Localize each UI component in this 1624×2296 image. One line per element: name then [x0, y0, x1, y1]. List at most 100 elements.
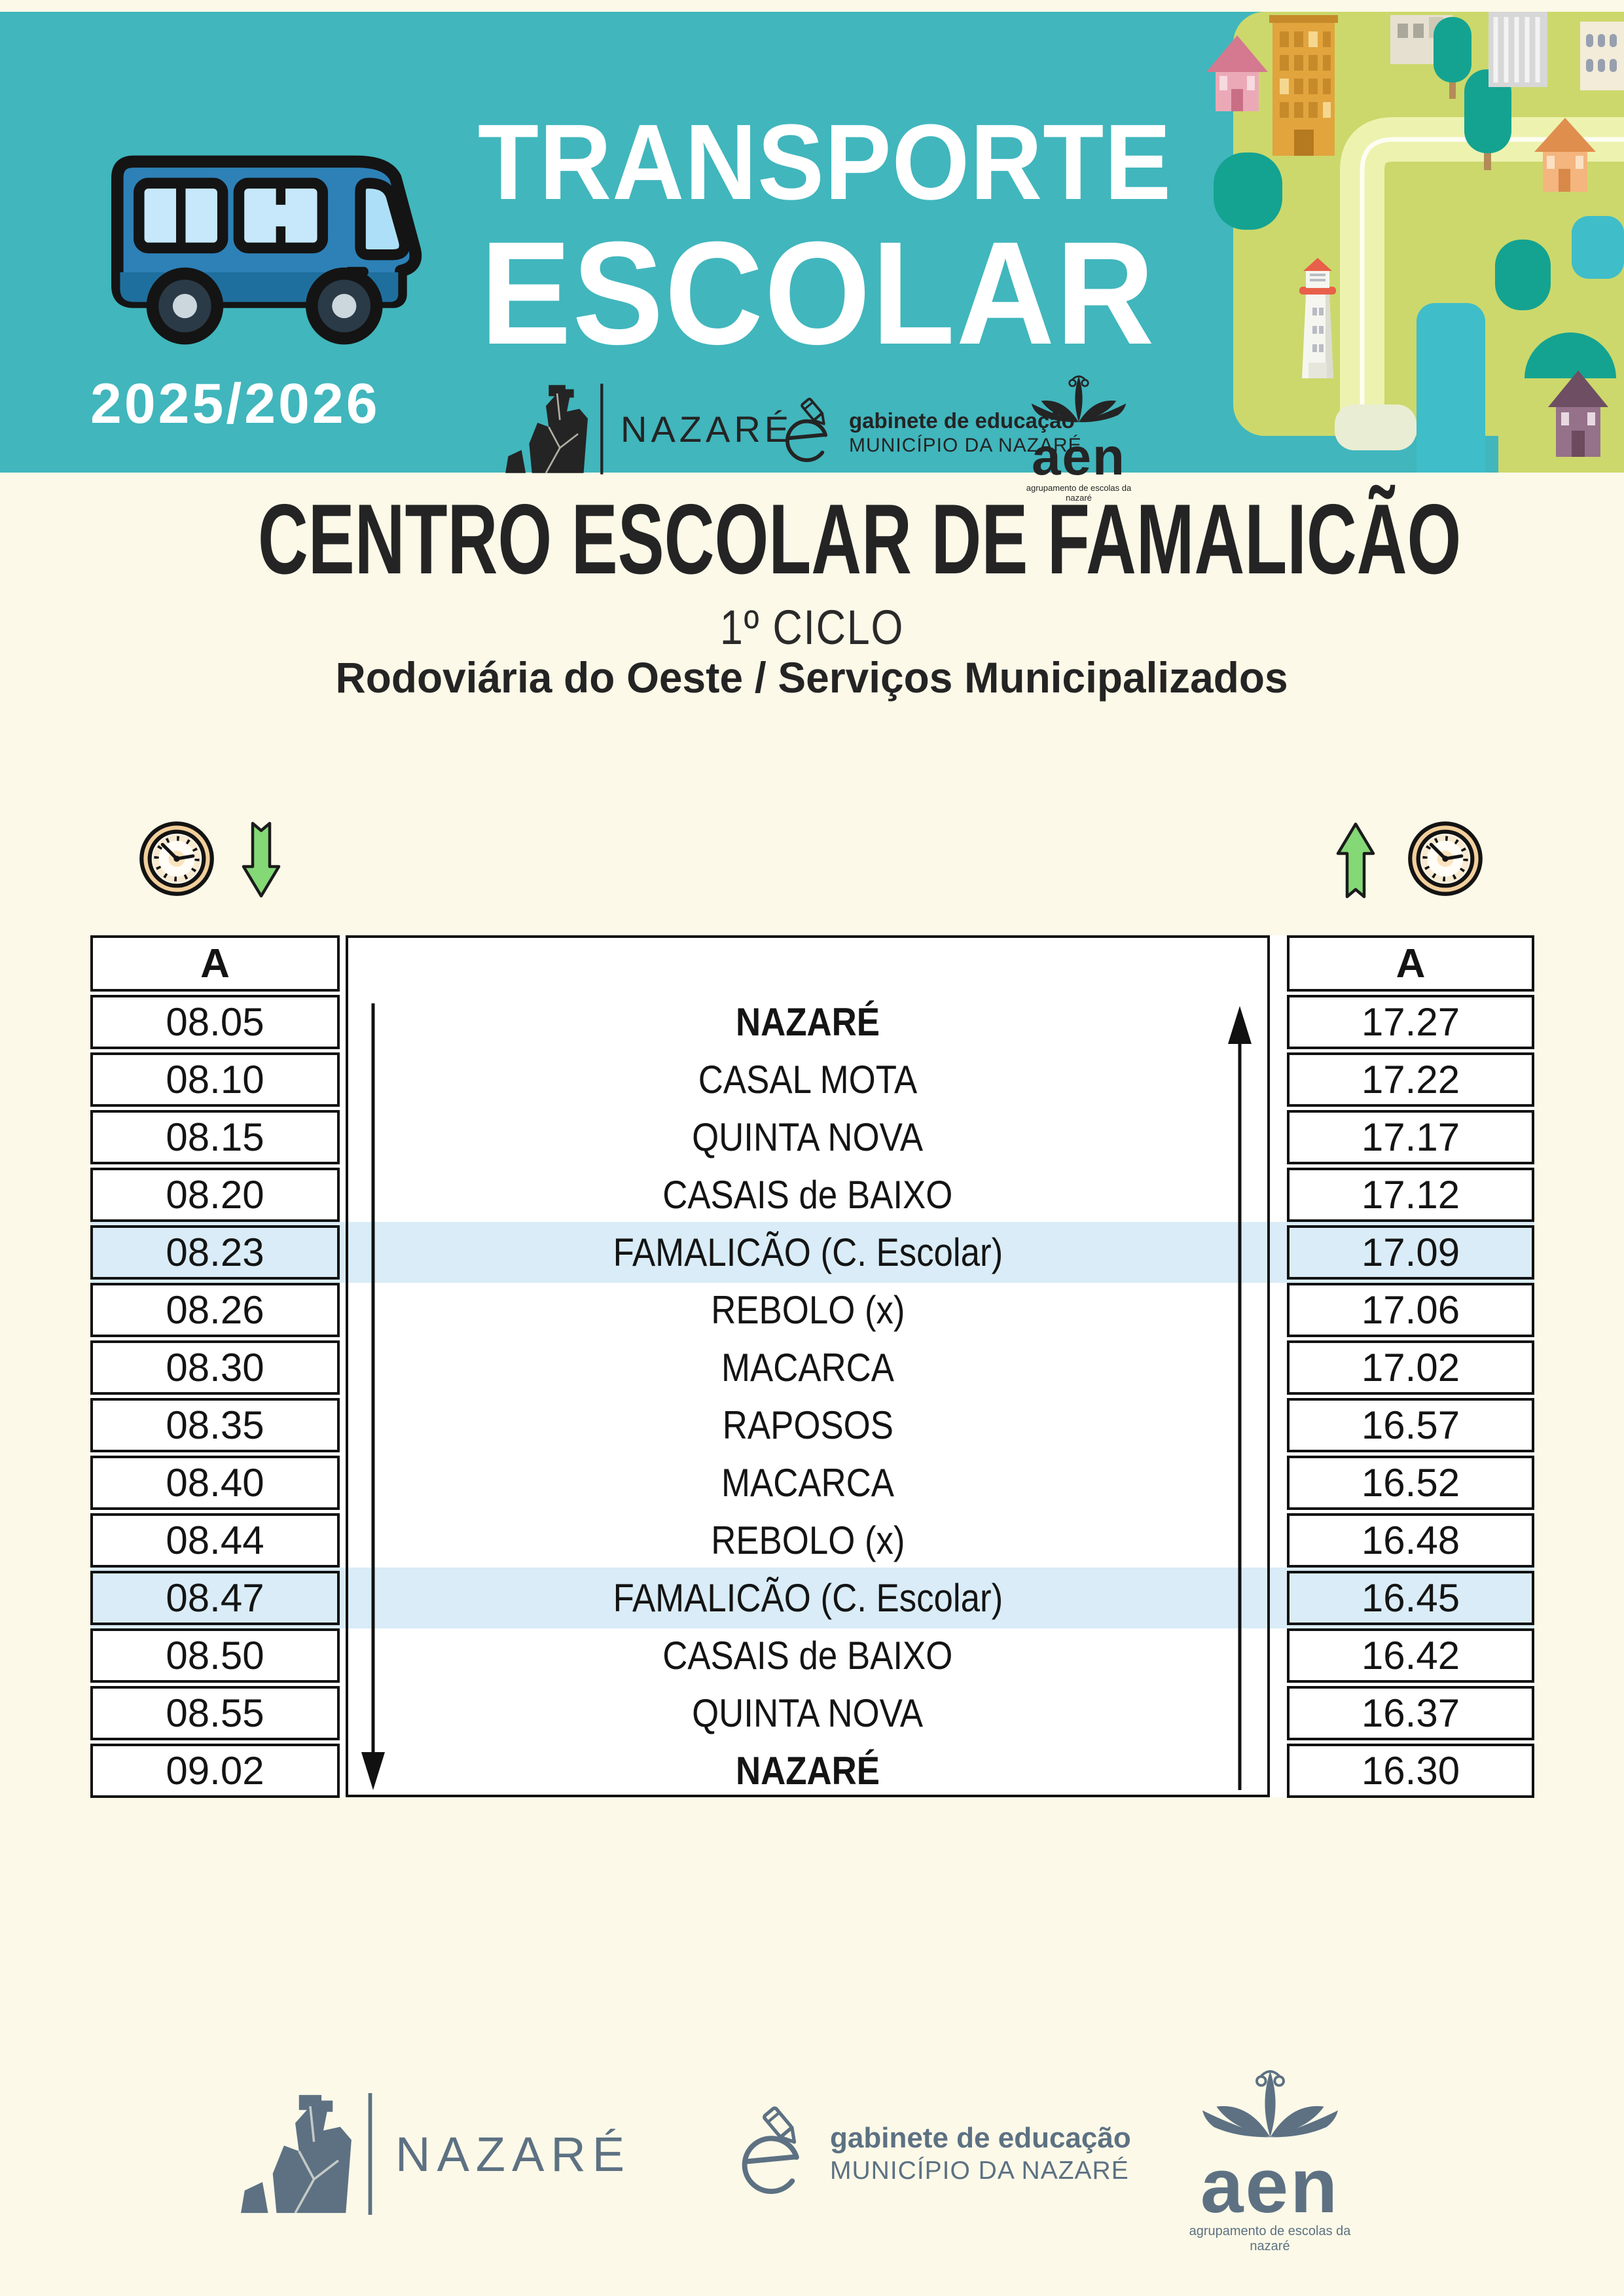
- clock-icon: [1405, 818, 1486, 899]
- evening-header-cell: A: [1287, 935, 1534, 992]
- route-arrow-up-icon: [1228, 1006, 1252, 1790]
- banner-title-line2: ESCOLAR: [480, 211, 1156, 375]
- aen-logo-text: aen: [1200, 2143, 1340, 2229]
- stop-name: MACARCA: [721, 1346, 895, 1390]
- banner-title-line1: TRANSPORTE: [477, 102, 1172, 222]
- aen-tagline: agrupamento de escolas da nazaré: [1026, 483, 1132, 503]
- aen-logo-footer: aen agrupamento de escolas da nazaré: [1172, 2067, 1368, 2254]
- stop-cell: NAZARÉ: [348, 995, 1267, 1049]
- stop-name: FAMALICÃO (C. Escolar): [613, 1576, 1003, 1620]
- stop-cell: MACARCA: [348, 1340, 1267, 1395]
- morning-time-cell: 08.26: [90, 1283, 340, 1337]
- stop-cell: CASAIS de BAIXO: [348, 1168, 1267, 1222]
- evening-time-cell: 17.17: [1287, 1110, 1534, 1164]
- evening-time-cell: 17.12: [1287, 1168, 1534, 1222]
- pencil-e-icon: [779, 391, 842, 474]
- stop-name: QUINTA NOVA: [692, 1115, 924, 1159]
- operator-subtitle: Rodoviária do Oeste / Serviços Municipal…: [335, 653, 1289, 702]
- pink-house: [1206, 35, 1268, 111]
- evening-time-cell: 17.02: [1287, 1340, 1534, 1395]
- aen-logo-text: aen: [1032, 427, 1126, 486]
- morning-time-cell: 08.44: [90, 1513, 340, 1568]
- morning-time-cell: 08.47: [90, 1571, 340, 1625]
- morning-time-cell: 08.15: [90, 1110, 340, 1164]
- evening-time-cell: 16.48: [1287, 1513, 1534, 1568]
- nazare-logo-footer: NAZARÉ: [239, 2093, 631, 2215]
- page-title: CENTRO ESCOLAR DE FAMALICÃO: [0, 490, 1624, 589]
- apartment-building: [1269, 15, 1338, 156]
- stop-name: CASAL MOTA: [698, 1058, 918, 1102]
- arched-building: [1580, 22, 1624, 90]
- gabinete-logo-banner: gabinete de educação MUNICÍPIO DA NAZARÉ: [779, 391, 1082, 474]
- nazare-rock-icon: [239, 2093, 380, 2215]
- stop-cell: REBOLO (x): [348, 1283, 1267, 1337]
- bush: [1525, 332, 1616, 378]
- school-year: 2025/2026: [90, 372, 380, 435]
- evening-time-cell: 16.52: [1287, 1456, 1534, 1510]
- highlight-band: [90, 1568, 1534, 1628]
- gabinete-line2: MUNICÍPIO DA NAZARÉ: [849, 434, 1082, 456]
- stop-name: NAZARÉ: [736, 1000, 880, 1044]
- gabinete-line2: MUNICÍPIO DA NAZARÉ: [830, 2157, 1129, 2185]
- aen-tagline: agrupamento de escolas da nazaré: [1189, 2224, 1351, 2254]
- clock-icon: [136, 818, 217, 899]
- morning-time-cell: 08.05: [90, 995, 340, 1049]
- aen-emblem-icon: [1200, 2067, 1341, 2150]
- morning-time-cell: 08.40: [90, 1456, 340, 1510]
- stop-name: QUINTA NOVA: [692, 1691, 924, 1735]
- gray-building: [1489, 12, 1547, 87]
- stop-name: REBOLO (x): [710, 1288, 905, 1332]
- nazare-rock-icon: [504, 384, 609, 475]
- evening-time-cell: 17.09: [1287, 1225, 1534, 1280]
- stop-cell: MACARCA: [348, 1456, 1267, 1510]
- morning-column: A 08.05 08.10 08.15 08.20 08.23 08.26 08.30 08.…: [90, 935, 340, 1798]
- stop-cell: RAPOSOS: [348, 1398, 1267, 1452]
- orange-house: [1534, 118, 1596, 192]
- gabinete-line1: gabinete de educação: [830, 2122, 1131, 2155]
- stop-cell: FAMALICÃO (C. Escolar): [348, 1225, 1267, 1280]
- morning-time-cell: 09.02: [90, 1744, 340, 1798]
- evening-time-cell: 16.42: [1287, 1628, 1534, 1683]
- arrow-up-icon: [1334, 819, 1377, 901]
- gabinete-logo-footer: gabinete de educação MUNICÍPIO DA NAZARÉ: [733, 2098, 1131, 2210]
- morning-time-cell: 08.55: [90, 1686, 340, 1740]
- evening-column: A 17.27 17.22 17.17 17.12 17.09 17.06 17.02 16.…: [1287, 935, 1534, 1798]
- morning-time-cell: 08.23: [90, 1225, 340, 1280]
- pencil-e-icon: [733, 2098, 820, 2210]
- stop-cell: CASAIS de BAIXO: [348, 1628, 1267, 1683]
- morning-time-cell: 08.35: [90, 1398, 340, 1452]
- bush: [1495, 240, 1551, 310]
- evening-time-cell: 16.37: [1287, 1686, 1534, 1740]
- school-name: CENTRO ESCOLAR DE FAMALICÃO: [257, 484, 1462, 595]
- evening-time-cell: 17.22: [1287, 1052, 1534, 1107]
- nazare-logo-text: NAZARÉ: [621, 408, 793, 450]
- stop-name: NAZARÉ: [736, 1749, 880, 1793]
- bus-icon: [111, 155, 422, 345]
- cycle-subtitle: 1º CICLO: [719, 600, 905, 655]
- stop-name: RAPOSOS: [722, 1403, 893, 1447]
- banner-title: TRANSPORTE ESCOLAR: [452, 109, 1185, 367]
- bush: [1214, 152, 1282, 230]
- purple-house: [1548, 370, 1608, 457]
- stop-cell: QUINTA NOVA: [348, 1686, 1267, 1740]
- evening-time-cell: 17.06: [1287, 1283, 1534, 1337]
- nazare-logo-text: NAZARÉ: [395, 2126, 632, 2181]
- stop-cell: NAZARÉ: [348, 1744, 1267, 1798]
- highlight-band: [90, 1222, 1534, 1283]
- stops-column: NAZARÉ CASAL MOTA QUINTA NOVA CASAIS de BAI…: [346, 935, 1270, 1797]
- morning-time-cell: 08.10: [90, 1052, 340, 1107]
- stop-cell: REBOLO (x): [348, 1513, 1267, 1568]
- arrow-down-icon: [240, 819, 283, 901]
- stop-name: CASAIS de BAIXO: [662, 1634, 953, 1677]
- aen-emblem-icon: [1030, 373, 1128, 431]
- evening-time-cell: 16.30: [1287, 1744, 1534, 1798]
- stop-name: FAMALICÃO (C. Escolar): [613, 1230, 1003, 1274]
- evening-time-cell: 16.45: [1287, 1571, 1534, 1625]
- evening-time-cell: 17.27: [1287, 995, 1534, 1049]
- nazare-logo-banner: NAZARÉ: [504, 384, 793, 475]
- timetable: A 08.05 08.10 08.15 08.20 08.23 08.26 08.30 08.…: [90, 935, 1534, 1798]
- tree: [1434, 17, 1511, 170]
- banner: TRANSPORTE ESCOLAR 2025/2026 NAZARÉ gabi…: [0, 12, 1624, 503]
- stop-cell: CASAL MOTA: [348, 1052, 1267, 1107]
